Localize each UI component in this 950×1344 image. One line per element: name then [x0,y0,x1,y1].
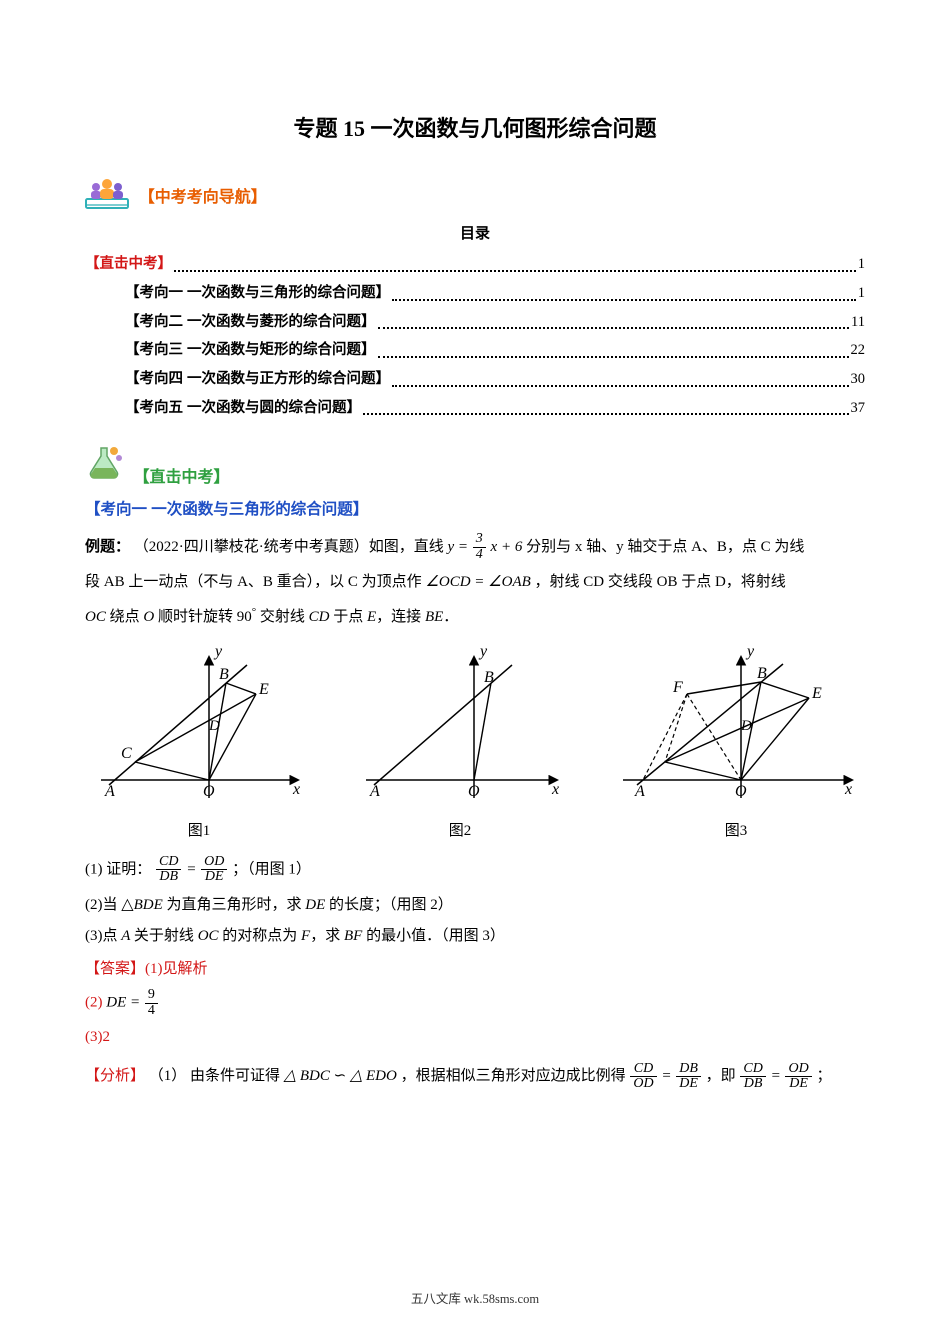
svg-text:B: B [757,665,767,682]
svg-text:y: y [745,648,755,660]
figure-3: y x O A B D E F 图3 [613,648,859,845]
toc-label: 【考向二 一次函数与菱形的综合问题】 [125,310,376,335]
toc-page: 22 [851,338,866,363]
page-title: 专题 15 一次函数与几何图形综合问题 [85,110,865,147]
toc-label: 【考向五 一次函数与圆的综合问题】 [125,396,361,421]
svg-text:E: E [811,685,822,702]
svg-text:x: x [551,781,559,798]
toc-label: 【直击中考】 [85,252,172,277]
question-1: (1) 证明： CDDB = ODDE ；（用图 1） [85,855,865,885]
toc-leader [174,247,856,272]
figures-row: y x O A B C D E 图1 y x O A B 图2 [91,648,859,845]
toc-label: 【考向三 一次函数与矩形的综合问题】 [125,338,376,363]
svg-text:B: B [219,666,229,683]
svg-text:D: D [208,718,220,734]
figure-1: y x O A B C D E 图1 [91,648,307,845]
svg-text:A: A [104,783,115,800]
toc-entry[interactable]: 【考向四 一次函数与正方形的综合问题】 30 [125,367,865,392]
answer-label: 【答案】 [85,960,145,977]
toc-leader [378,305,850,330]
toc-entry[interactable]: 【考向一 一次函数与三角形的综合问题】 1 [125,281,865,306]
nav-heading: 【中考考向导航】 [139,189,267,206]
problem-para2: 段 AB 上一动点（不与 A、B 重合），以 C 为顶点作 ∠OCD = ∠OA… [85,567,865,597]
analysis-label: 【分析】 [85,1067,145,1084]
svg-text:B: B [484,669,494,686]
toc-title: 目录 [85,221,865,247]
svg-text:E: E [258,681,269,698]
line-equation: y = 34 x + 6 [448,539,527,555]
toc-leader [378,333,849,358]
svg-text:A: A [634,783,645,800]
toc-page: 1 [858,252,865,277]
question-2: (2)当 △BDE 为直角三角形时，求 DE 的长度；（用图 2） [85,891,865,919]
section-heading: 【直击中考】 [85,444,865,491]
toc-entry[interactable]: 【考向五 一次函数与圆的综合问题】 37 [125,396,865,421]
svg-text:C: C [121,745,132,762]
nav-block: 【中考考向导航】 [85,175,865,221]
flask-icon [85,444,125,491]
section-heading-text: 【直击中考】 [133,469,229,486]
svg-text:F: F [672,679,683,696]
svg-text:A: A [369,783,380,800]
problem-source: （2022·四川攀枝花·统考中考真题）如图，直线 [134,539,444,555]
toc-page: 30 [851,367,866,392]
analysis: 【分析】 （1） 由条件可证得 △ BDC ∽ △ EDO ，根据相似三角形对应… [85,1060,865,1092]
toc-leader [392,362,848,387]
problem-para3: OC 绕点 O 顺时针旋转 90° 交射线 CD 于点 E，连接 BE． [85,601,865,632]
toc-label: 【考向四 一次函数与正方形的综合问题】 [125,367,390,392]
svg-text:y: y [478,648,488,660]
group-icon [85,175,129,221]
fig-caption: 图3 [613,819,859,845]
example-tag: 例题： [85,538,130,555]
toc-leader [363,391,848,416]
answer-3: (3)2 [85,1025,865,1051]
toc-entry[interactable]: 【直击中考】 1 [85,252,865,277]
answer-2: (2) DE = 94 [85,988,865,1018]
svg-text:x: x [292,781,300,798]
toc: 【直击中考】 1 【考向一 一次函数与三角形的综合问题】 1 【考向二 一次函数… [85,252,865,420]
svg-text:O: O [735,783,747,800]
page-footer: 五八文库 wk.58sms.com [0,1289,950,1310]
subheading: 【考向一 一次函数与三角形的综合问题】 [85,497,865,523]
angle-eq: ∠OCD = ∠OAB [425,574,530,590]
toc-leader [392,276,856,301]
svg-text:x: x [844,781,852,798]
toc-entry[interactable]: 【考向二 一次函数与菱形的综合问题】 11 [125,310,865,335]
svg-text:D: D [740,718,752,734]
question-3: (3)点 A 关于射线 OC 的对称点为 F，求 BF 的最小值．（用图 3） [85,924,865,950]
svg-text:y: y [213,648,223,660]
problem-text: 分别与 x 轴、y 轴交于点 A、B，点 C 为线 [526,539,804,555]
fig-caption: 图2 [356,819,564,845]
toc-page: 11 [851,310,865,335]
fig-caption: 图1 [91,819,307,845]
toc-entry[interactable]: 【考向三 一次函数与矩形的综合问题】 22 [125,338,865,363]
answer-1: 【答案】(1)见解析 [85,956,865,983]
figure-2: y x O A B 图2 [356,648,564,845]
toc-label: 【考向一 一次函数与三角形的综合问题】 [125,281,390,306]
toc-page: 1 [858,281,865,306]
svg-text:O: O [468,783,480,800]
svg-text:O: O [203,783,215,800]
toc-page: 37 [851,396,866,421]
problem-para1: 例题： （2022·四川攀枝花·统考中考真题）如图，直线 y = 34 x + … [85,532,865,563]
